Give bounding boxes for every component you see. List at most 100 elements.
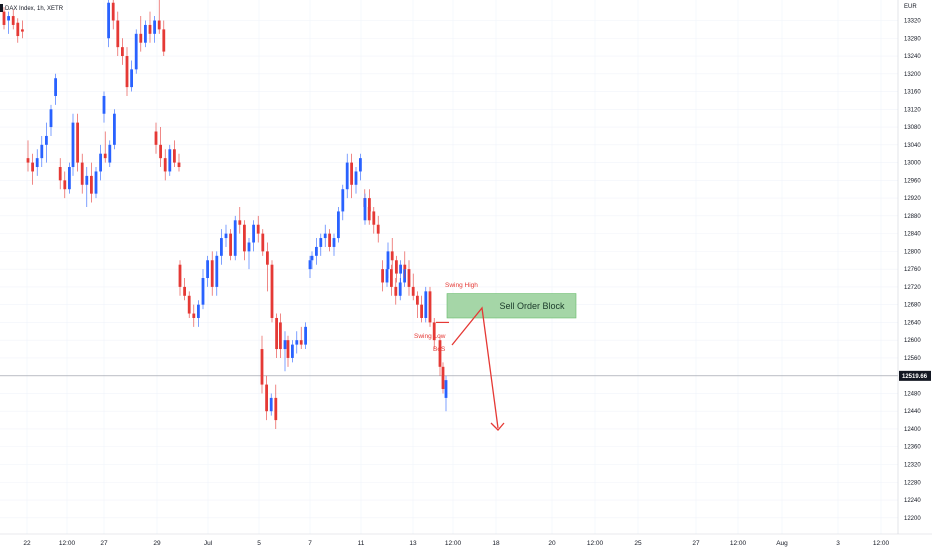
candle-body xyxy=(178,264,182,287)
candle-body xyxy=(197,304,200,318)
candle-body xyxy=(11,16,15,25)
y-tick-label: 12840 xyxy=(904,232,921,238)
y-tick-label: 12320 xyxy=(904,463,921,469)
candle-body xyxy=(286,340,290,358)
annotations: Swing High Swing Low BoS xyxy=(414,282,505,431)
candle-body xyxy=(398,282,402,296)
candle-body xyxy=(177,162,181,168)
candle-body xyxy=(261,233,265,252)
x-axis: 22 12:00 27 29 Jul 5 7 11 13 12:00 18 20 12:00 25 27 12… xyxy=(0,533,932,547)
y-tick-label: 12600 xyxy=(904,338,921,344)
candle-body xyxy=(345,162,349,190)
candle-body xyxy=(328,233,331,247)
candle-body xyxy=(438,340,442,367)
y-tick-labels: 13320 13280 13240 13200 13160 13120 13080 13040… xyxy=(904,19,921,522)
candle-body xyxy=(139,33,143,43)
x-tick-label: 13 xyxy=(409,540,417,547)
candle-body xyxy=(279,322,282,350)
currency-label: EUR xyxy=(904,4,917,10)
y-tick-label: 13320 xyxy=(904,19,921,25)
candle-body xyxy=(159,144,162,159)
last-price-tag: 12519.66 xyxy=(899,370,931,381)
candles xyxy=(2,0,448,429)
candle-body xyxy=(291,344,294,358)
candle-body xyxy=(441,366,445,390)
candle-body xyxy=(299,340,303,345)
x-tick-label: 11 xyxy=(358,540,365,547)
grid-lines xyxy=(0,0,898,534)
x-tick-label: 27 xyxy=(100,540,108,547)
candle-body xyxy=(283,340,287,350)
candle-body xyxy=(153,20,156,34)
candle-body xyxy=(363,198,367,221)
candle-body xyxy=(125,56,129,88)
candle-body xyxy=(49,109,53,128)
candle-body xyxy=(247,242,251,252)
candle-body xyxy=(116,20,120,48)
candle-body xyxy=(201,278,205,305)
candle-body xyxy=(266,251,269,265)
candle-body xyxy=(157,20,161,30)
candle-body xyxy=(359,158,362,172)
y-axis-bg xyxy=(898,0,932,534)
candle-body xyxy=(99,153,102,172)
y-tick-label: 13080 xyxy=(904,125,921,131)
chart-title-text: DAX Index, 1h, XETR xyxy=(5,6,64,12)
candle-body xyxy=(233,220,237,256)
candle-body xyxy=(103,153,107,159)
candle-body xyxy=(111,2,115,21)
candle-body xyxy=(187,295,191,314)
y-tick-label: 12400 xyxy=(904,427,921,433)
candle-body xyxy=(260,349,264,385)
candle-body xyxy=(368,198,371,212)
projection-arrow-head xyxy=(490,422,505,431)
candle-body xyxy=(192,313,196,318)
y-tick-label: 12720 xyxy=(904,285,921,291)
candle-body xyxy=(319,238,323,247)
candle-body xyxy=(16,22,20,37)
y-axis: EUR 133201328013240132001316013120130801… xyxy=(897,0,932,534)
candle-body xyxy=(130,69,133,88)
candle-body xyxy=(376,224,380,234)
y-tick-label: 12440 xyxy=(904,409,921,415)
x-tick-label: 3 xyxy=(836,540,840,547)
candle-body xyxy=(274,397,278,421)
x-tick-label: Aug xyxy=(776,540,788,547)
candle-body xyxy=(323,233,327,239)
candle-body xyxy=(403,264,407,270)
candle-body xyxy=(7,16,10,21)
y-tick-label: 12920 xyxy=(904,196,921,202)
candle-body xyxy=(337,211,340,239)
y-tick-label: 13040 xyxy=(904,143,921,149)
candle-body xyxy=(310,255,314,261)
candle-body xyxy=(168,149,172,172)
y-tick-label: 13280 xyxy=(904,36,921,42)
x-tick-label: 22 xyxy=(23,540,31,547)
candle-body xyxy=(45,135,48,145)
candle-body xyxy=(63,180,67,190)
x-tick-label: 12:00 xyxy=(445,540,462,547)
y-tick-label: 13160 xyxy=(904,90,921,96)
candle-body xyxy=(420,304,423,318)
x-tick-label: 12:00 xyxy=(587,540,604,547)
candle-body xyxy=(424,291,428,318)
candle-body xyxy=(102,95,106,114)
order-block-label: Sell Order Block xyxy=(499,301,565,311)
candle-body xyxy=(238,220,242,225)
candle-body xyxy=(85,175,89,185)
candle-body xyxy=(134,33,138,70)
y-tick-label: 13240 xyxy=(904,54,921,60)
candle-body xyxy=(432,322,436,341)
y-tick-label: 12360 xyxy=(904,445,921,451)
candle-body xyxy=(80,162,84,185)
candle-body xyxy=(76,122,79,163)
y-tick-label: 12760 xyxy=(904,267,921,273)
candle-body xyxy=(224,233,228,239)
swing-high-label: Swing High xyxy=(445,282,478,289)
candle-body xyxy=(40,144,44,159)
candle-body xyxy=(210,260,214,287)
candle-body xyxy=(399,264,402,274)
candle-body xyxy=(229,233,232,256)
candle-body xyxy=(121,47,124,57)
candle-body xyxy=(386,251,390,270)
